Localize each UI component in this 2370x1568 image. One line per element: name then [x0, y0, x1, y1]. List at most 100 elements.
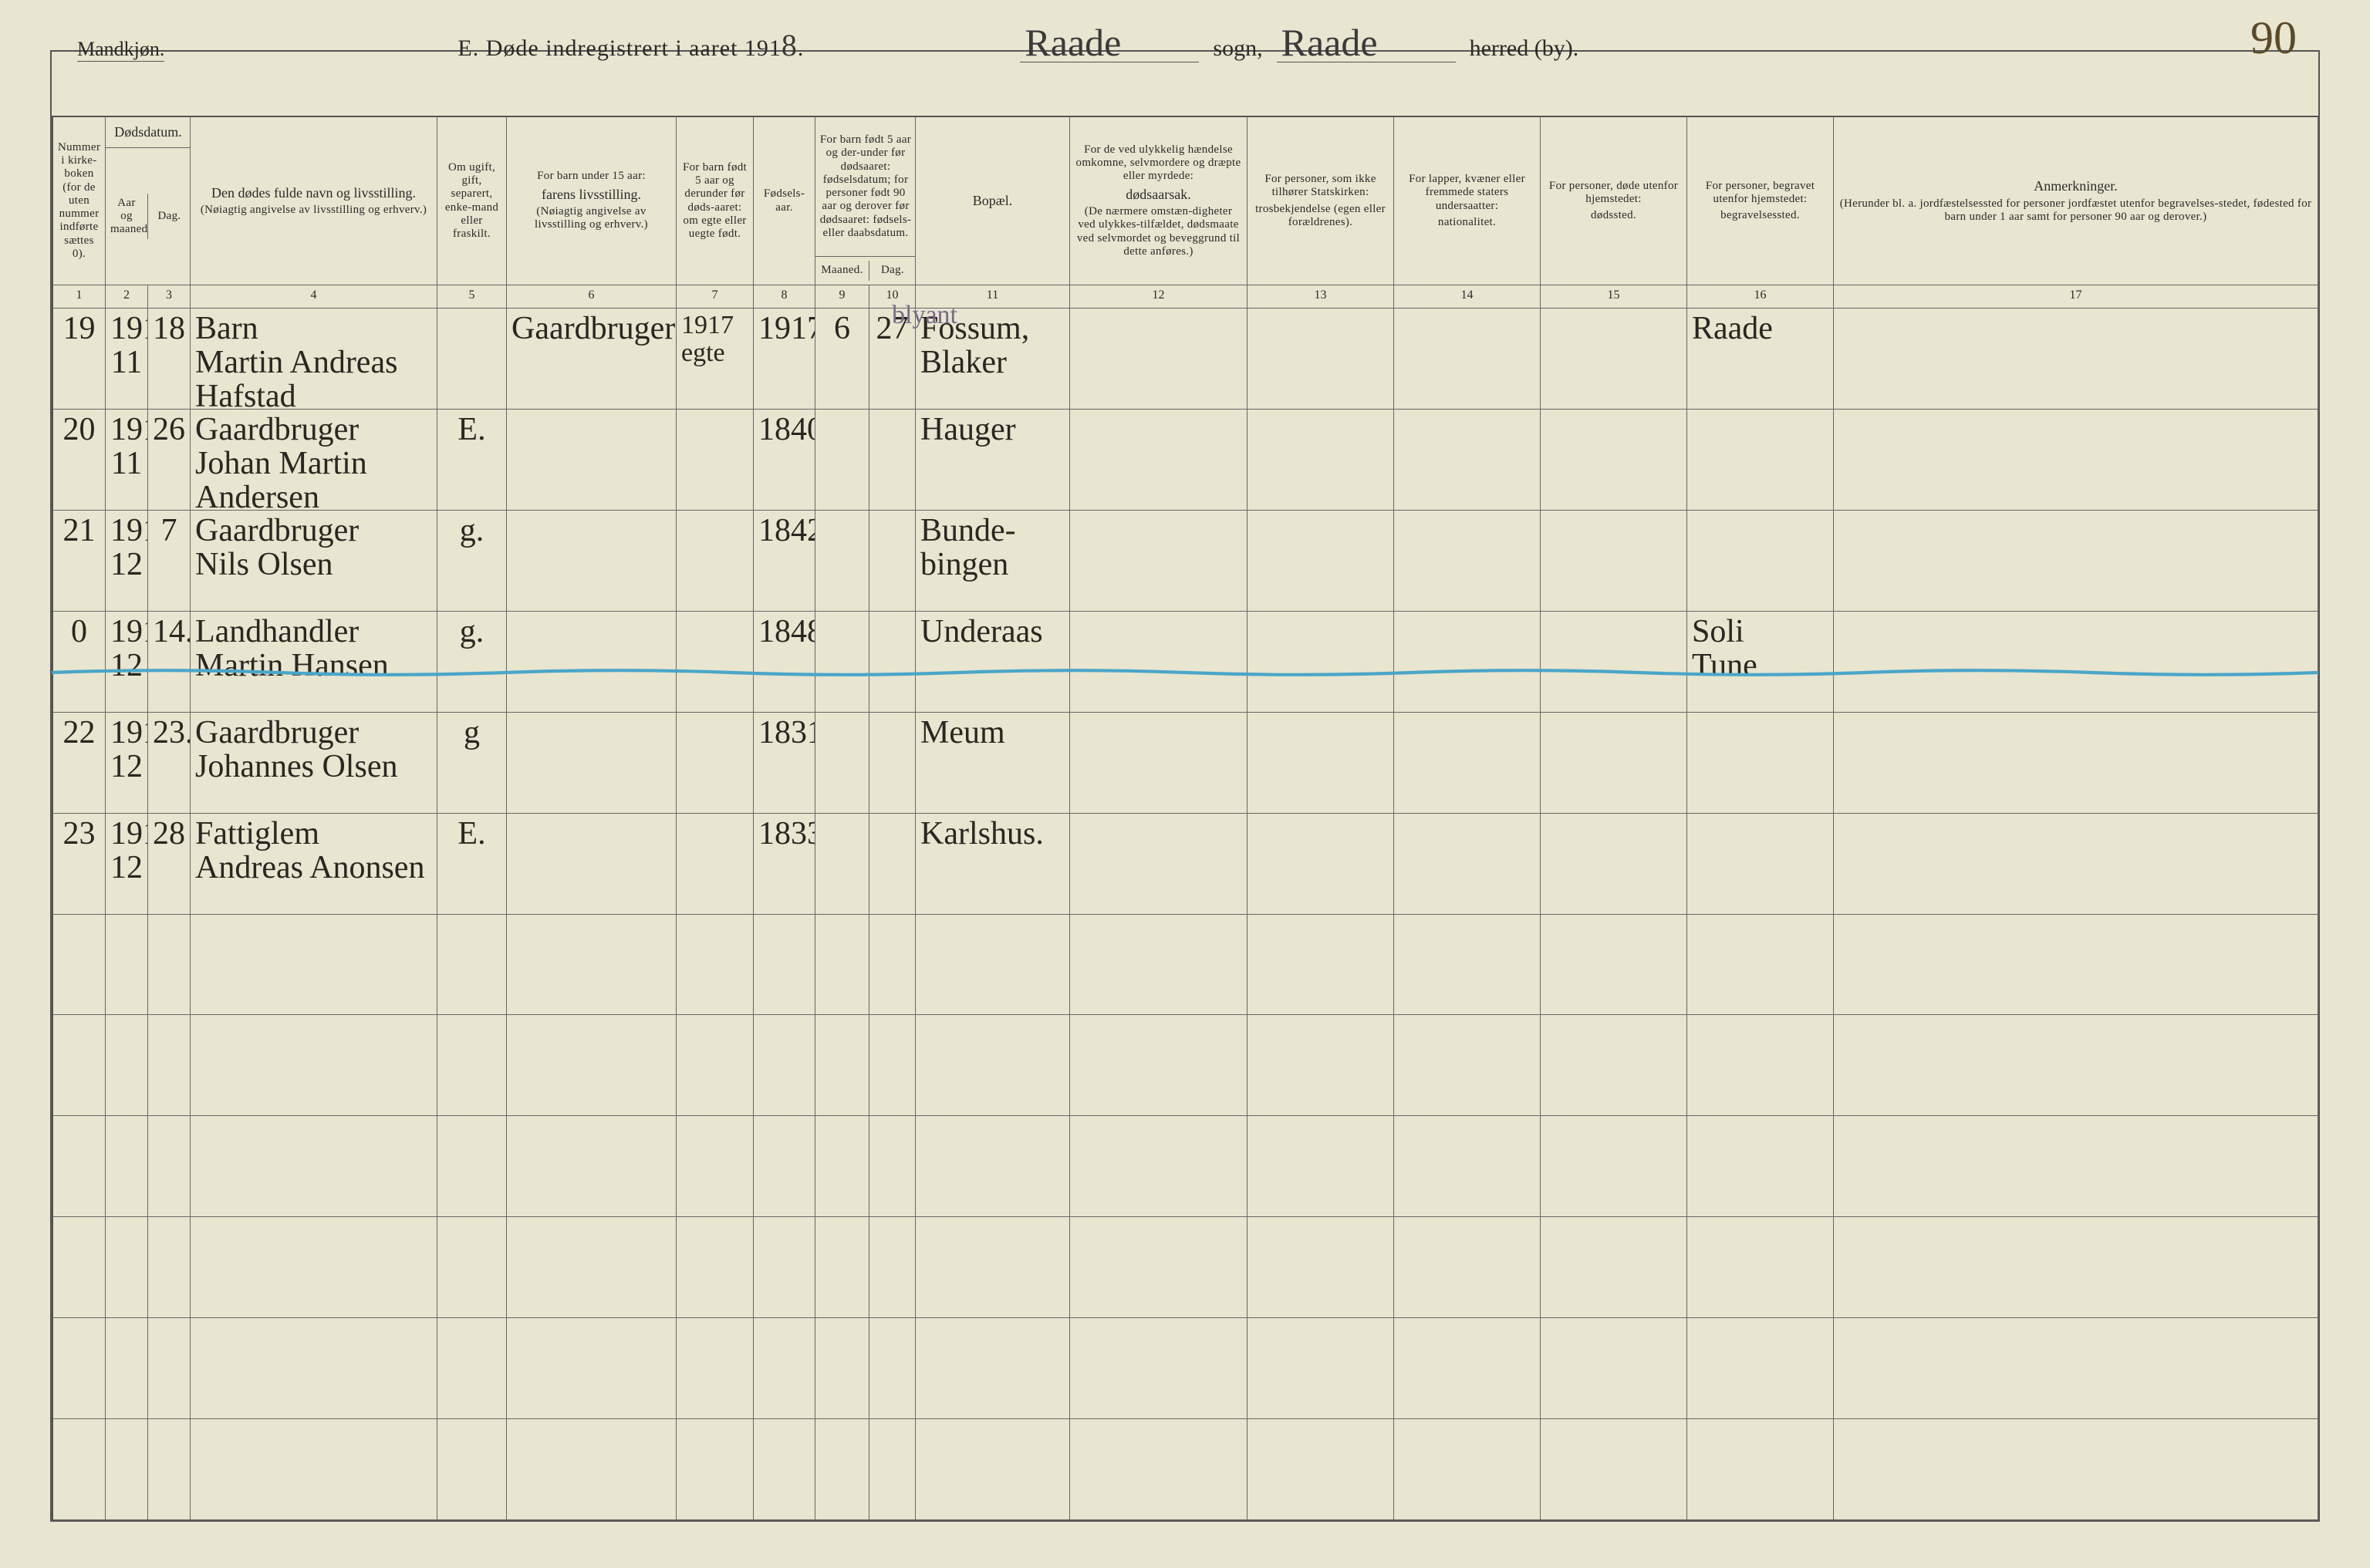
empty-cell [677, 1217, 754, 1318]
cell-value: 23 [58, 817, 100, 851]
data-cell [1541, 713, 1687, 814]
sogn-label: sogn, [1213, 35, 1262, 62]
data-cell [1394, 410, 1541, 511]
hdr-nation-top: For lapper, kvæner eller fremmede stater… [1399, 173, 1535, 213]
empty-cell [52, 1217, 106, 1318]
data-cell: Soli Tune [1687, 612, 1834, 713]
empty-cell [1687, 1217, 1834, 1318]
cell-value: Gaardbruger [511, 312, 671, 346]
data-cell [1687, 410, 1834, 511]
cell-value: Soli Tune [1692, 615, 1828, 683]
empty-cell [106, 1318, 148, 1419]
cell-value: 1917 egte [681, 312, 748, 366]
data-cell [1541, 814, 1687, 915]
cell-value: Fattiglem Andreas Anonsen [195, 817, 432, 885]
hdr-month: Maaned. [820, 264, 864, 277]
hdr-deathplace-top: For personer, døde utenfor hjemstedet: [1545, 180, 1682, 207]
hdr-deathplace-bottom: dødssted. [1545, 209, 1682, 222]
form-title: E. Døde indregistrert i aaret 1918. [457, 30, 804, 62]
data-cell [1394, 511, 1541, 612]
empty-cell [869, 915, 916, 1016]
colno-12: 12 [1070, 285, 1247, 309]
empty-cell [1394, 1217, 1541, 1318]
data-cell: E. [437, 410, 507, 511]
hdr-aar: Aar og maaned. [110, 197, 143, 237]
top-line: Mandkjøn. E. Døde indregistrert i aaret … [77, 23, 2301, 62]
data-cell: 23 [52, 814, 106, 915]
colno-6: 6 [507, 285, 677, 309]
hdr-father-mid: farens livsstilling. [511, 187, 671, 203]
data-cell [677, 410, 754, 511]
empty-cell [1541, 1015, 1687, 1116]
empty-cell [1541, 1217, 1687, 1318]
colno-16: 16 [1687, 285, 1834, 309]
data-cell [1394, 612, 1541, 713]
empty-cell [1394, 1015, 1541, 1116]
hdr-col7: For barn født 5 aar og derunder før døds… [677, 116, 754, 285]
empty-cell [677, 1318, 754, 1419]
cell-value: 23. [153, 716, 185, 750]
empty-cell [1247, 1015, 1394, 1116]
empty-cell [437, 1217, 507, 1318]
empty-cell [52, 1318, 106, 1419]
empty-cell [1394, 1318, 1541, 1419]
empty-cell [52, 1419, 106, 1520]
empty-cell [1541, 915, 1687, 1016]
hdr-col13: For personer, som ikke tilhører Statskir… [1247, 116, 1394, 285]
cell-value: Landhandler Martin Hansen [195, 615, 432, 683]
data-cell [1834, 410, 2318, 511]
empty-cell [106, 1015, 148, 1116]
herred-name-hw: Raade [1277, 23, 1456, 62]
cell-value: 21 [58, 514, 100, 548]
empty-cell [815, 1419, 869, 1520]
hdr-cause-mid: dødsaarsak. [1075, 187, 1242, 203]
cell-value: 1918 12 [110, 817, 143, 885]
data-cell: g. [437, 511, 507, 612]
data-cell: 6 [815, 309, 869, 410]
empty-cell [754, 915, 815, 1016]
hdr-col1: Nummer i kirke-boken (for de uten nummer… [52, 116, 106, 285]
hdr-col4: Den dødes fulde navn og livsstilling. (N… [191, 116, 437, 285]
cell-value: 14. [153, 615, 185, 649]
hdr-faith-top: For personer, som ikke tilhører Statskir… [1252, 173, 1389, 200]
empty-cell [815, 1015, 869, 1116]
empty-cell [52, 1015, 106, 1116]
data-cell: Barn Martin Andreas Hafstad [191, 309, 437, 410]
empty-cell [437, 1419, 507, 1520]
data-cell [507, 713, 677, 814]
data-cell [507, 410, 677, 511]
empty-cell [52, 1116, 106, 1217]
colno-13: 13 [1247, 285, 1394, 309]
empty-cell [1541, 1116, 1687, 1217]
empty-cell [1687, 1116, 1834, 1217]
data-cell: 1918 11 [106, 410, 148, 511]
empty-cell [1070, 1318, 1247, 1419]
data-cell [1687, 713, 1834, 814]
data-cell [869, 511, 916, 612]
empty-cell [1247, 1116, 1394, 1217]
data-cell: Gaardbruger Johan Martin Andersen [191, 410, 437, 511]
hdr-col17: Anmerkninger. (Herunder bl. a. jordfæste… [1834, 116, 2318, 285]
cell-value: 1918 12 [110, 514, 143, 582]
empty-cell [869, 1419, 916, 1520]
empty-cell [1687, 1318, 1834, 1419]
cell-value: Raade [1692, 312, 1828, 346]
hdr-status: Om ugift, gift, separert, enke-mand elle… [442, 161, 501, 241]
pencil-note-col7: blyant [892, 301, 957, 330]
cell-value: g [442, 716, 501, 750]
data-cell [1394, 309, 1541, 410]
data-cell: 1842 [754, 511, 815, 612]
empty-cell [1834, 1419, 2318, 1520]
empty-cell [916, 1015, 1070, 1116]
hdr-cause-bottom: (De nærmere omstæn-digheter ved ulykkes-… [1075, 205, 1242, 258]
cell-value: g. [442, 514, 501, 548]
empty-cell [1247, 1318, 1394, 1419]
empty-cell [148, 1419, 191, 1520]
data-cell [1070, 309, 1247, 410]
cell-value: 1840 [758, 413, 810, 447]
data-cell [869, 410, 916, 511]
data-cell: Gaardbruger [507, 309, 677, 410]
data-cell [1687, 511, 1834, 612]
data-cell [815, 814, 869, 915]
colno-7: 7 [677, 285, 754, 309]
